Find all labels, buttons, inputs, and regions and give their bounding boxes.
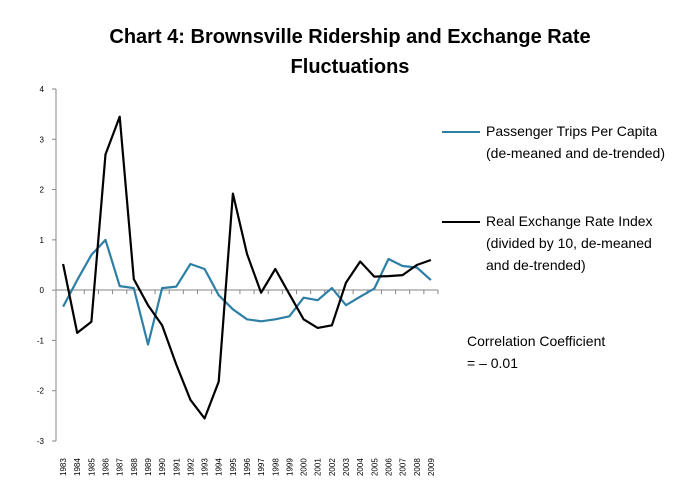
legend-label-passenger-trips: Passenger Trips Per Capita (de-meaned an… — [486, 123, 666, 161]
x-tick-label: 2008 — [413, 458, 422, 476]
x-tick-label: 2005 — [370, 458, 379, 476]
legend-label-exchange-rate: Real Exchange Rate Index (divided by 10,… — [486, 213, 653, 273]
chart-title-line-2: Fluctuations — [290, 56, 410, 78]
y-tick-label: 1 — [40, 236, 45, 245]
legend-item-exchange-rate: Real Exchange Rate Index (divided by 10,… — [442, 210, 666, 276]
x-tick-label: 1989 — [144, 458, 153, 476]
x-tick-label: 1996 — [243, 458, 252, 476]
y-tick-label: 4 — [40, 85, 45, 94]
x-tick-label: 1994 — [215, 458, 224, 476]
x-tick-label: 1984 — [73, 458, 82, 476]
x-tick-label: 2003 — [342, 458, 351, 476]
x-tick-label: 1997 — [257, 458, 266, 476]
x-tick-label: 1999 — [285, 458, 294, 476]
series-layer — [62, 115, 432, 420]
y-tick-label: 2 — [40, 186, 45, 195]
y-tick-label: -1 — [37, 336, 45, 345]
x-tick-label: 2004 — [356, 458, 365, 476]
correlation-note-line-1: Correlation Coefficient — [467, 333, 606, 349]
y-axis-ticks: 4 3 2 1 0 -1 -2 -3 — [37, 85, 56, 446]
x-tick-label: 1988 — [130, 458, 139, 476]
legend-item-passenger-trips: Passenger Trips Per Capita (de-meaned an… — [442, 120, 666, 164]
x-tick-label: 1993 — [201, 458, 210, 476]
x-tick-label: 1985 — [87, 458, 96, 476]
x-tick-label: 2001 — [314, 458, 323, 476]
x-tick-label: 1998 — [271, 458, 280, 476]
series-line-passenger-trips — [62, 238, 432, 346]
y-tick-label: -2 — [37, 387, 45, 396]
y-tick-label: -3 — [37, 437, 45, 446]
x-tick-label: 1990 — [158, 458, 167, 476]
y-tick-label: 0 — [40, 286, 45, 295]
x-tick-label: 2006 — [384, 458, 393, 476]
chart-title-line-1: Chart 4: Brownsville Ridership and Excha… — [109, 26, 591, 48]
legend-swatch-exchange-rate — [442, 221, 480, 223]
x-tick-label: 1983 — [59, 458, 68, 476]
x-tick-label: 2007 — [399, 458, 408, 476]
x-tick-label: 2009 — [427, 458, 436, 476]
correlation-note: Correlation Coefficient = – 0.01 — [467, 330, 605, 374]
chart-title: Chart 4: Brownsville Ridership and Excha… — [60, 22, 640, 82]
x-tick-label: 1991 — [172, 458, 181, 476]
x-tick-label: 1987 — [116, 458, 125, 476]
correlation-note-line-2: = – 0.01 — [467, 355, 518, 371]
x-tick-label: 1986 — [102, 458, 111, 476]
legend-swatch-passenger-trips — [442, 131, 480, 133]
series-line-exchange-rate — [62, 115, 432, 420]
x-tick-label: 1995 — [229, 458, 238, 476]
y-tick-label: 3 — [40, 135, 45, 144]
x-tick-label: 1992 — [186, 458, 195, 476]
x-tick-label: 2000 — [300, 458, 309, 476]
x-tick-label: 2002 — [328, 458, 337, 476]
